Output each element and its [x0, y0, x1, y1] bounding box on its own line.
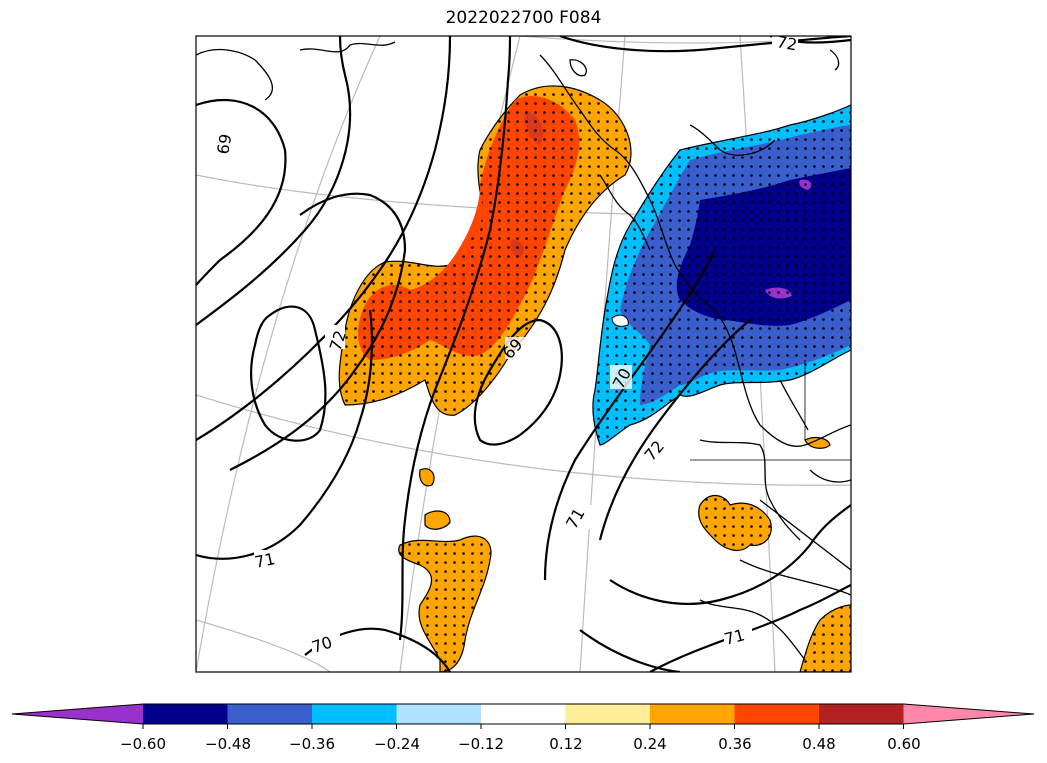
colorbar-tick-label: 0.12: [549, 735, 582, 753]
negative-anomaly-region: [592, 104, 851, 446]
colorbar-segment: [734, 704, 820, 724]
colorbar-tick-label: −0.36: [289, 735, 335, 753]
colorbar-tick-label: 0.24: [633, 735, 666, 753]
contour-label: 72: [775, 32, 798, 54]
height-contours: [196, 36, 851, 672]
colorbar-segment: [312, 704, 397, 724]
contour-label: 71: [722, 625, 747, 649]
map-title: 2022022700 F084: [445, 8, 602, 28]
colorbar-segment: [650, 704, 735, 724]
colorbar-tick-label: −0.24: [374, 735, 420, 753]
colorbar-segment: [396, 704, 482, 724]
colorbar-ticks: [142, 724, 904, 729]
colorbar-tick-label: 0.36: [718, 735, 751, 753]
colorbar-tick-label: −0.12: [458, 735, 504, 753]
colorbar-segment: [481, 704, 566, 724]
map-panel: 69 72 69 70 72 71 71 71 70 72: [195, 32, 852, 673]
contour-label: 69: [213, 132, 235, 155]
colorbar-tick-label: −0.48: [205, 735, 251, 753]
colorbar-tick-label: −0.60: [120, 735, 166, 753]
colorbar-segment: [565, 704, 651, 724]
colorbar-tick-label: 0.60: [887, 735, 920, 753]
colorbar-segments: [11, 703, 1035, 725]
contour-labels: 69 72 69 70 72 71 71 71 70 72: [212, 32, 799, 657]
colorbar-segment: [143, 704, 228, 724]
colorbar-outline: [11, 703, 1035, 725]
colorbar-segment: [903, 704, 1034, 724]
contour-label: 71: [253, 549, 277, 572]
colorbar-segment: [12, 704, 143, 724]
colorbar-tick-label: 0.48: [802, 735, 835, 753]
colorbar-segment: [819, 704, 904, 724]
colorbar-segment: [227, 704, 313, 724]
map-frame: [195, 35, 852, 673]
